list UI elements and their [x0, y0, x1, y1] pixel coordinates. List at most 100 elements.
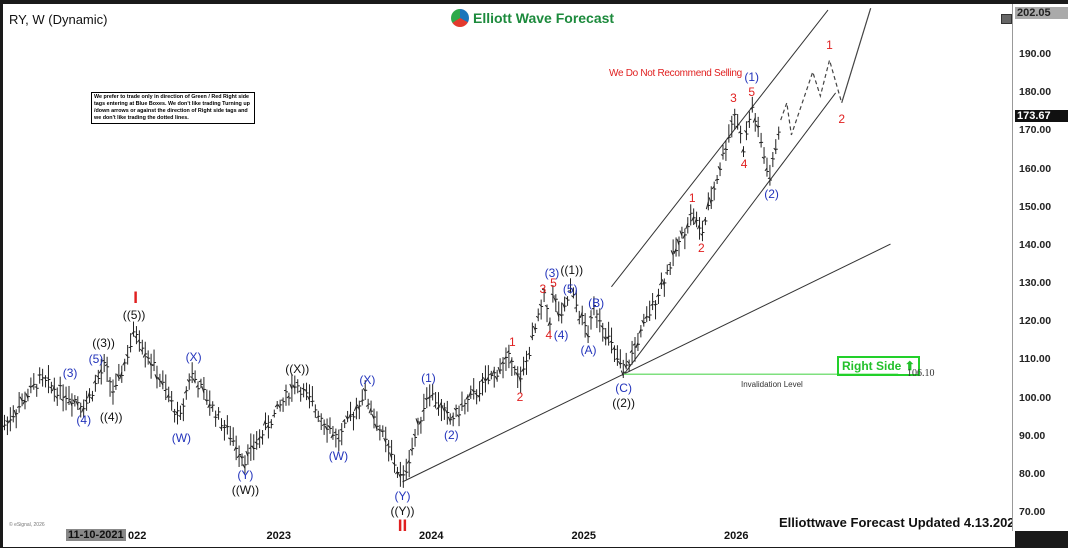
ohlc-open-tick — [16, 405, 20, 408]
ohlc-open-tick — [761, 156, 765, 160]
ohlc-open-tick — [257, 437, 261, 441]
ohlc-open-tick — [57, 384, 61, 387]
ohlc-open-tick — [544, 304, 548, 308]
ohlc-open-tick — [750, 107, 753, 110]
wave-label: (X) — [359, 373, 376, 388]
ohlc-open-tick — [409, 448, 413, 452]
ohlc-open-tick — [22, 399, 26, 405]
ohlc-open-tick — [726, 137, 730, 139]
ohlc-open-tick — [603, 336, 607, 340]
ohlc-open-tick — [151, 364, 155, 367]
ohlc-open-tick — [395, 471, 398, 475]
brand-logo: Elliott Wave Forecast — [451, 9, 614, 27]
ohlc-open-tick — [427, 396, 431, 400]
ohlc-open-tick — [274, 404, 278, 408]
ohlc-open-tick — [503, 356, 507, 360]
ohlc-open-tick — [269, 421, 272, 424]
ohlc-open-tick — [7, 419, 11, 424]
ohlc-open-tick — [25, 393, 29, 399]
wave-label: I — [133, 287, 138, 307]
wave-label: 3 — [730, 90, 737, 105]
ohlc-open-tick — [582, 321, 586, 324]
ohlc-open-tick — [529, 335, 533, 339]
ohlc-open-tick — [632, 343, 636, 346]
ohlc-open-tick — [148, 361, 152, 366]
ohlc-open-tick — [480, 378, 483, 383]
wave-label: ((Y)) — [390, 503, 415, 518]
ohlc-open-tick — [81, 406, 85, 413]
ohlc-open-tick — [702, 218, 706, 222]
ohlc-open-tick — [107, 380, 111, 382]
ohlc-open-tick — [31, 384, 35, 387]
ohlc-open-tick — [723, 148, 727, 150]
high-price-tag: 202.05 — [1015, 7, 1068, 19]
ohlc-open-tick — [491, 369, 495, 375]
ohlc-open-tick — [219, 426, 222, 430]
wave-label: 1 — [826, 37, 833, 52]
x-tick-label: 2023 — [266, 530, 291, 542]
logo-icon — [451, 9, 469, 27]
ohlc-open-tick — [489, 373, 492, 376]
ohlc-open-tick — [535, 315, 539, 319]
ohlc-open-tick — [661, 279, 665, 286]
ohlc-open-tick — [5, 420, 8, 423]
ohlc-open-tick — [178, 414, 181, 418]
ohlc-open-tick — [465, 395, 469, 400]
ohlc-open-tick — [415, 418, 419, 425]
ohlc-open-tick — [231, 440, 234, 443]
ohlc-open-tick — [84, 399, 87, 402]
ohlc-open-tick — [356, 404, 360, 410]
ohlc-open-tick — [242, 464, 246, 469]
ohlc-open-tick — [98, 369, 102, 374]
ohlc-open-tick — [360, 400, 363, 403]
ohlc-open-tick — [292, 384, 296, 389]
ohlc-open-tick — [691, 216, 695, 222]
wave-label: (C) — [615, 380, 632, 395]
ohlc-open-tick — [755, 124, 759, 129]
ohlc-open-tick — [482, 377, 486, 382]
wave-label: (Y) — [237, 468, 254, 482]
ohlc-open-tick — [474, 392, 477, 396]
ohlc-open-tick — [641, 319, 645, 325]
ohlc-open-tick — [450, 415, 454, 419]
ohlc-open-tick — [87, 391, 90, 399]
time-axis[interactable] — [3, 531, 1015, 547]
ohlc-open-tick — [298, 390, 301, 393]
ohlc-open-tick — [128, 346, 131, 349]
ohlc-open-tick — [741, 148, 744, 153]
ohlc-open-tick — [92, 380, 96, 384]
ohlc-open-tick — [729, 120, 733, 123]
ohlc-open-tick — [577, 318, 580, 321]
ohlc-open-tick — [430, 394, 433, 397]
wave-label: (X) — [185, 350, 202, 365]
ohlc-open-tick — [412, 433, 416, 437]
ohlc-open-tick — [11, 415, 14, 418]
ohlc-open-tick — [617, 361, 621, 365]
y-tick-label: 150.00 — [1019, 200, 1052, 213]
ohlc-open-tick — [547, 321, 551, 327]
channel-top — [611, 9, 829, 288]
ohlc-open-tick — [28, 385, 32, 388]
ohlc-open-tick — [711, 185, 715, 190]
ohlc-open-tick — [160, 381, 164, 386]
ohlc-open-tick — [239, 455, 243, 459]
ohlc-open-tick — [658, 281, 662, 286]
ohlc-open-tick — [764, 167, 768, 172]
ohlc-open-tick — [717, 165, 721, 171]
ohlc-open-tick — [471, 388, 475, 392]
ohlc-open-tick — [406, 460, 410, 464]
ohlc-open-tick — [301, 387, 304, 390]
ohlc-open-tick — [319, 420, 322, 423]
ohlc-open-tick — [95, 375, 99, 378]
ohlc-open-tick — [556, 311, 560, 317]
y-tick-label: 180.00 — [1019, 86, 1052, 99]
ohlc-open-tick — [609, 340, 612, 344]
price-axis[interactable]: 70.00 80.00 90.00 100.00 110.00 120.00 130.00 1… — [1012, 4, 1068, 531]
ohlc-open-tick — [289, 383, 293, 390]
ohlc-open-tick — [670, 250, 674, 256]
ohlc-open-tick — [224, 424, 228, 428]
ohlc-open-tick — [63, 395, 67, 398]
chart-menu-icon[interactable] — [1001, 14, 1012, 24]
wave-label: (Y) — [394, 489, 411, 503]
projection-solid-path — [841, 8, 872, 104]
